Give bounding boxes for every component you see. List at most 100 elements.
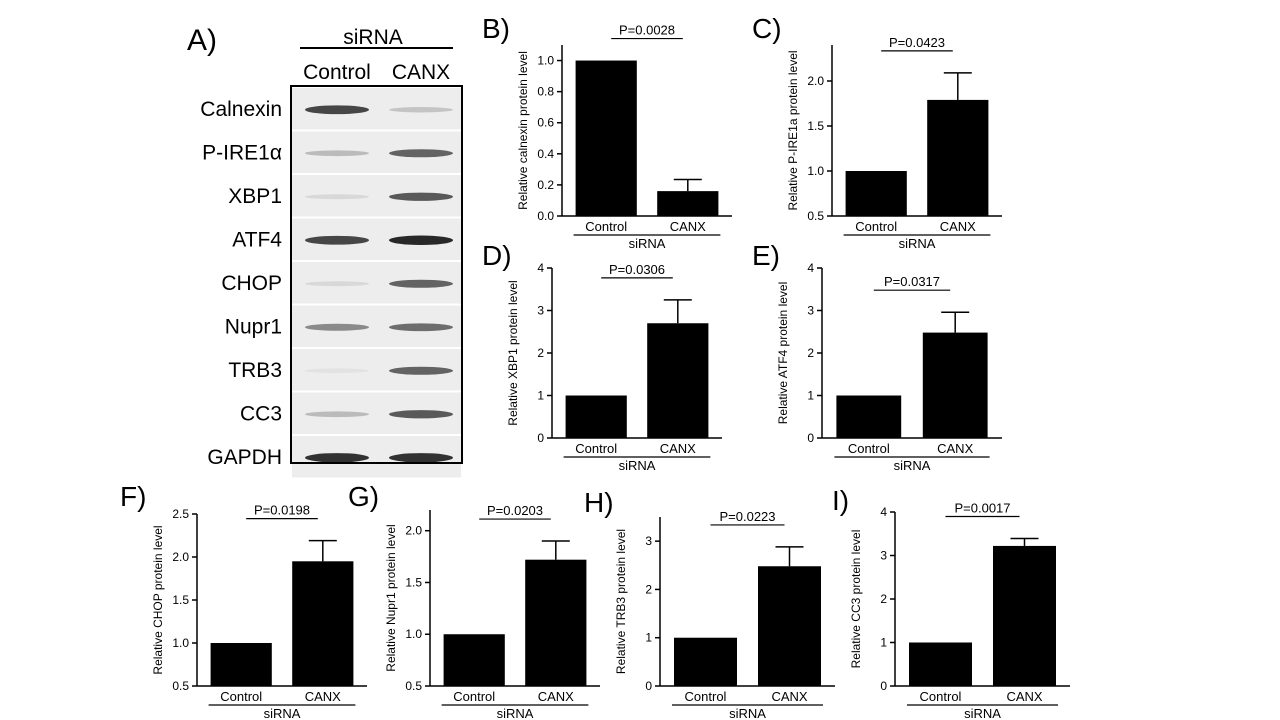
blot-header: siRNA xyxy=(343,26,403,49)
blot-band xyxy=(305,235,369,245)
y-tick-label: 1.0 xyxy=(807,164,824,178)
x-tick-label: Control xyxy=(453,689,495,704)
chart-panel: H) 0 1 2 3 P=0.0223 Control CANX siRNA Relative T… xyxy=(584,487,835,720)
y-tick-label: 1.0 xyxy=(405,627,422,641)
chart-panel-label: D) xyxy=(482,240,512,271)
y-tick-label: 2.0 xyxy=(172,550,189,564)
blot-row-label: CC3 xyxy=(240,402,282,425)
y-tick-label: 0 xyxy=(880,679,887,693)
x-tick-label: CANX xyxy=(660,441,696,456)
blot-band xyxy=(305,150,369,157)
bar xyxy=(909,642,972,686)
blot-band xyxy=(305,281,369,287)
y-tick-label: 0 xyxy=(807,431,814,445)
blot-band xyxy=(305,194,369,200)
blot-band xyxy=(389,453,453,463)
x-tick-label: CANX xyxy=(1006,689,1042,704)
y-tick-label: 0 xyxy=(645,679,652,693)
blot-lane-label-canx: CANX xyxy=(392,61,450,84)
blot-row-label: Calnexin xyxy=(200,98,282,121)
bar xyxy=(210,643,272,686)
x-axis-title: siRNA xyxy=(264,706,301,720)
y-tick-label: 4 xyxy=(807,261,814,275)
blot-band xyxy=(389,149,453,158)
bar xyxy=(565,395,627,438)
bar xyxy=(993,545,1056,686)
blot-rows: Calnexin P-IRE1α XBP1 ATF4 CHOP Nupr1 TRB3 CC3 G… xyxy=(200,88,461,478)
x-axis-title: siRNA xyxy=(729,706,766,720)
y-tick-label: 1.5 xyxy=(172,593,189,607)
x-axis-title: siRNA xyxy=(894,458,931,473)
chart-panel-label: H) xyxy=(584,487,614,518)
x-tick-label: CANX xyxy=(940,219,976,234)
blot-band xyxy=(305,411,369,418)
blot-band xyxy=(389,366,453,375)
blot-band xyxy=(305,105,369,115)
x-axis-title: siRNA xyxy=(619,458,656,473)
chart-panel: F) 0.5 1.0 1.5 2.0 2.5 P=0.0198 Control CANX siRN… xyxy=(120,481,367,720)
chart-panel-label: I) xyxy=(832,485,849,516)
bar xyxy=(575,60,637,216)
y-tick-label: 3 xyxy=(880,549,887,563)
chart-panel-label: E) xyxy=(752,240,780,271)
p-value-annotation: P=0.0317 xyxy=(884,274,940,289)
y-tick-label: 4 xyxy=(537,261,544,275)
y-tick-label: 0.0 xyxy=(537,209,554,223)
chart-panel: C) 0.5 1.0 1.5 2.0 P=0.0423 Control CANX siRNA Re… xyxy=(752,13,1002,251)
blot-band xyxy=(389,410,453,419)
x-axis-title: siRNA xyxy=(964,706,1001,720)
chart-panel: G) 0.5 1.0 1.5 2.0 P=0.0203 Control CANX siRNA Re… xyxy=(348,481,600,720)
bar xyxy=(836,395,902,438)
bar xyxy=(525,559,587,686)
p-value-annotation: P=0.0028 xyxy=(619,23,675,38)
y-tick-label: 0.5 xyxy=(405,679,422,693)
y-axis-title: Relative calnexin protein level xyxy=(516,51,530,210)
blot-row-label: ATF4 xyxy=(232,228,282,251)
y-tick-label: 0.4 xyxy=(537,147,554,161)
blot-band xyxy=(389,279,453,288)
x-tick-label: Control xyxy=(685,689,727,704)
blot-band xyxy=(305,368,369,374)
y-tick-label: 2.5 xyxy=(172,507,189,521)
y-tick-label: 1 xyxy=(807,389,814,403)
blot-row-label: GAPDH xyxy=(207,446,282,469)
x-axis-title: siRNA xyxy=(629,236,666,251)
y-tick-label: 1.0 xyxy=(172,636,189,650)
western-blot-panel: A) siRNA Control CANX Calnexin P-IRE1α XBP… xyxy=(187,24,463,478)
x-axis-title: siRNA xyxy=(497,706,534,720)
x-tick-label: Control xyxy=(855,219,897,234)
p-value-annotation: P=0.0017 xyxy=(954,501,1010,516)
bar-charts: B) 0.0 0.2 0.4 0.6 0.8 1.0 P=0.0028 Control CANX s… xyxy=(120,13,1070,720)
p-value-annotation: P=0.0223 xyxy=(719,509,775,524)
y-axis-title: Relative XBP1 protein level xyxy=(506,280,520,425)
blot-row-label: Nupr1 xyxy=(225,315,282,338)
bar xyxy=(647,323,709,438)
y-axis-title: Relative P-IRE1a protein level xyxy=(786,50,800,210)
chart-panel: I) 0 1 2 3 4 P=0.0017 Control CANX siRNA Relative … xyxy=(832,485,1070,720)
blot-band xyxy=(389,107,453,113)
y-tick-label: 1.0 xyxy=(537,54,554,68)
y-tick-label: 2 xyxy=(807,346,814,360)
y-tick-label: 4 xyxy=(880,505,887,519)
y-tick-label: 0.5 xyxy=(172,679,189,693)
y-tick-label: 0 xyxy=(537,431,544,445)
chart-panel-label: F) xyxy=(120,481,146,512)
chart-panel-label: B) xyxy=(482,13,510,44)
x-tick-label: CANX xyxy=(305,689,341,704)
x-tick-label: CANX xyxy=(937,441,973,456)
y-tick-label: 1.5 xyxy=(405,575,422,589)
x-tick-label: Control xyxy=(575,441,617,456)
bar xyxy=(657,191,719,216)
y-tick-label: 2 xyxy=(880,592,887,606)
y-tick-label: 1 xyxy=(537,389,544,403)
chart-panel: D) 0 1 2 3 4 P=0.0306 Control CANX siRNA Relative … xyxy=(482,240,722,473)
blot-band xyxy=(305,323,369,331)
blot-row-label: XBP1 xyxy=(228,185,282,208)
chart-panel-label: C) xyxy=(752,13,782,44)
y-tick-label: 3 xyxy=(645,534,652,548)
x-tick-label: Control xyxy=(848,441,890,456)
bar xyxy=(922,332,988,438)
blot-band xyxy=(389,235,453,246)
blot-band xyxy=(389,323,453,332)
